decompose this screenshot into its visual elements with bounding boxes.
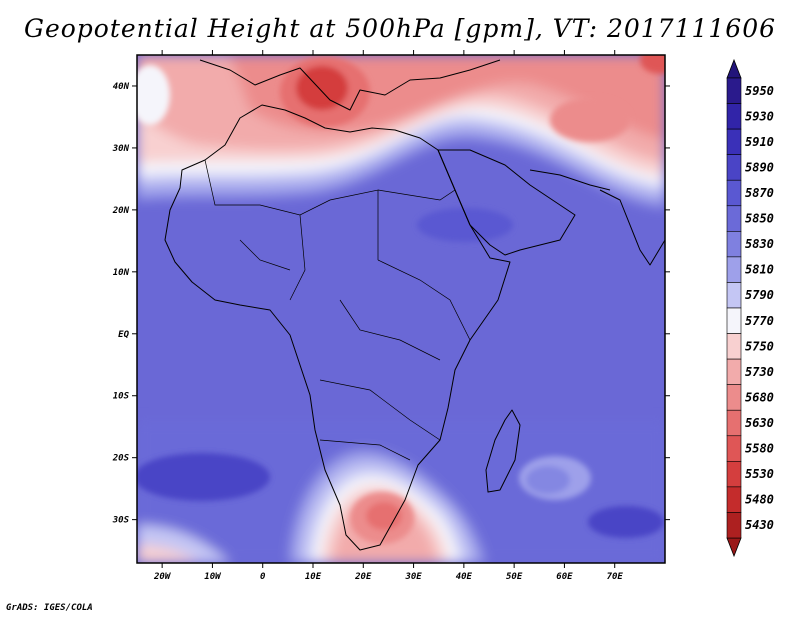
south-atlantic-high [137,453,270,501]
lat-tick-label: 30S [112,516,130,526]
border-line-8 [239,239,291,271]
lon-tick-label: 10W [204,572,222,582]
red-sea-high [417,208,513,242]
border-line-7 [319,439,411,461]
border-line-5 [339,299,441,361]
lon-tick-label: 0 [260,572,266,582]
india-coastline [599,189,665,266]
colorbar-label: 5910 [745,135,774,149]
plot-frame [136,54,666,564]
arabian-trough [550,98,630,142]
colorbar-swatch [726,409,742,437]
lat-tick-label: 10N [113,268,130,278]
colorbar-swatch [726,205,742,232]
lat-tick-label: 30N [112,144,130,154]
colorbar-swatch [726,486,742,513]
colorbar-label: 5530 [745,467,774,481]
northeast-corner-trough [640,55,665,74]
colorbar-label: 5730 [745,365,774,379]
persian-coast [529,169,611,191]
colorbar-swatch [726,512,742,539]
lon-tick-label: 10E [305,572,322,582]
colorbar-label: 5750 [745,339,774,353]
lat-tick-label: 10S [113,392,130,402]
colorbar-swatch [726,77,742,104]
colorbar-swatch [726,384,742,411]
colorbar-swatch [726,461,742,488]
colorbar-swatch [726,128,742,155]
colorbar-label: 5810 [745,263,774,277]
colorbar-swatch [726,435,742,462]
map-title: Geopotential Height at 500hPa [gpm], VT:… [23,14,777,43]
colorbar-swatch [726,154,742,181]
grads-footer: GrADS: IGES/COLA [6,603,93,613]
colorbar-swatch [726,231,742,258]
colorbar-top-arrow [726,58,742,79]
indian-ocean-high-east [588,506,664,538]
colorbar-label: 5480 [745,493,774,507]
colorbar-bottom-arrow [726,537,742,558]
colorbar-swatch [726,256,742,283]
colorbar-label: 5630 [745,416,774,430]
lon-tick-label: 50E [506,572,523,582]
africa-coastline [164,104,511,551]
lon-tick-label: 20E [354,572,372,582]
lon-tick-label: 70E [607,572,624,582]
colorbar-label: 5950 [745,84,774,98]
lat-tick-label: EQ [118,330,129,340]
colorbar-swatch [726,179,742,207]
colorbar-label: 5930 [745,109,774,123]
height-field [137,55,665,563]
colorbar: 5950 5930 5910 5890 5870 5850 5830 5810 5790 5770… [726,58,774,558]
colorbar-swatch [726,282,742,309]
colorbar-swatch [726,103,742,130]
lon-tick-label: 40E [456,572,473,582]
border-line-6 [319,379,441,441]
arabia-coastline [437,149,576,256]
colorbar-label: 5890 [745,160,774,174]
border-line-3 [289,214,306,301]
lat-tick-label: 40N [113,82,130,92]
colorbar-swatch [726,307,742,334]
colorbar-label: 5870 [745,186,774,200]
lon-tick-label: 30E [404,572,422,582]
lat-tick-label: 20N [112,206,130,216]
lon-tick-label: 20W [153,572,172,582]
madagascar-coastline [485,409,521,493]
colorbar-label: 5790 [745,288,774,302]
colorbar-swatch [726,333,742,360]
lon-tick-label: 60E [556,572,573,582]
border-line-2 [377,189,456,201]
axis-ticks: 20W 10W 0 10E 20E 30E 40E 50E 60E 70E 40N 30N 20N 10N… [112,50,670,582]
europe-coastline [199,59,501,111]
colorbar-label: 5850 [745,212,774,226]
colorbar-label: 5430 [745,518,774,532]
madagascar-high-core [526,466,570,494]
colorbar-label: 5830 [745,237,774,251]
northwest-cool [137,65,170,125]
borders [204,159,471,461]
colorbar-label: 5770 [745,314,774,328]
lat-tick-label: 20S [112,454,130,464]
south-africa-trough-core [366,502,402,530]
colorbar-label: 5680 [745,390,774,404]
border-line-4 [377,259,471,341]
colorbar-swatch [726,358,742,385]
sw-corner-warm-2 [137,545,200,563]
coastlines [164,59,665,551]
colorbar-label: 5580 [745,442,774,456]
